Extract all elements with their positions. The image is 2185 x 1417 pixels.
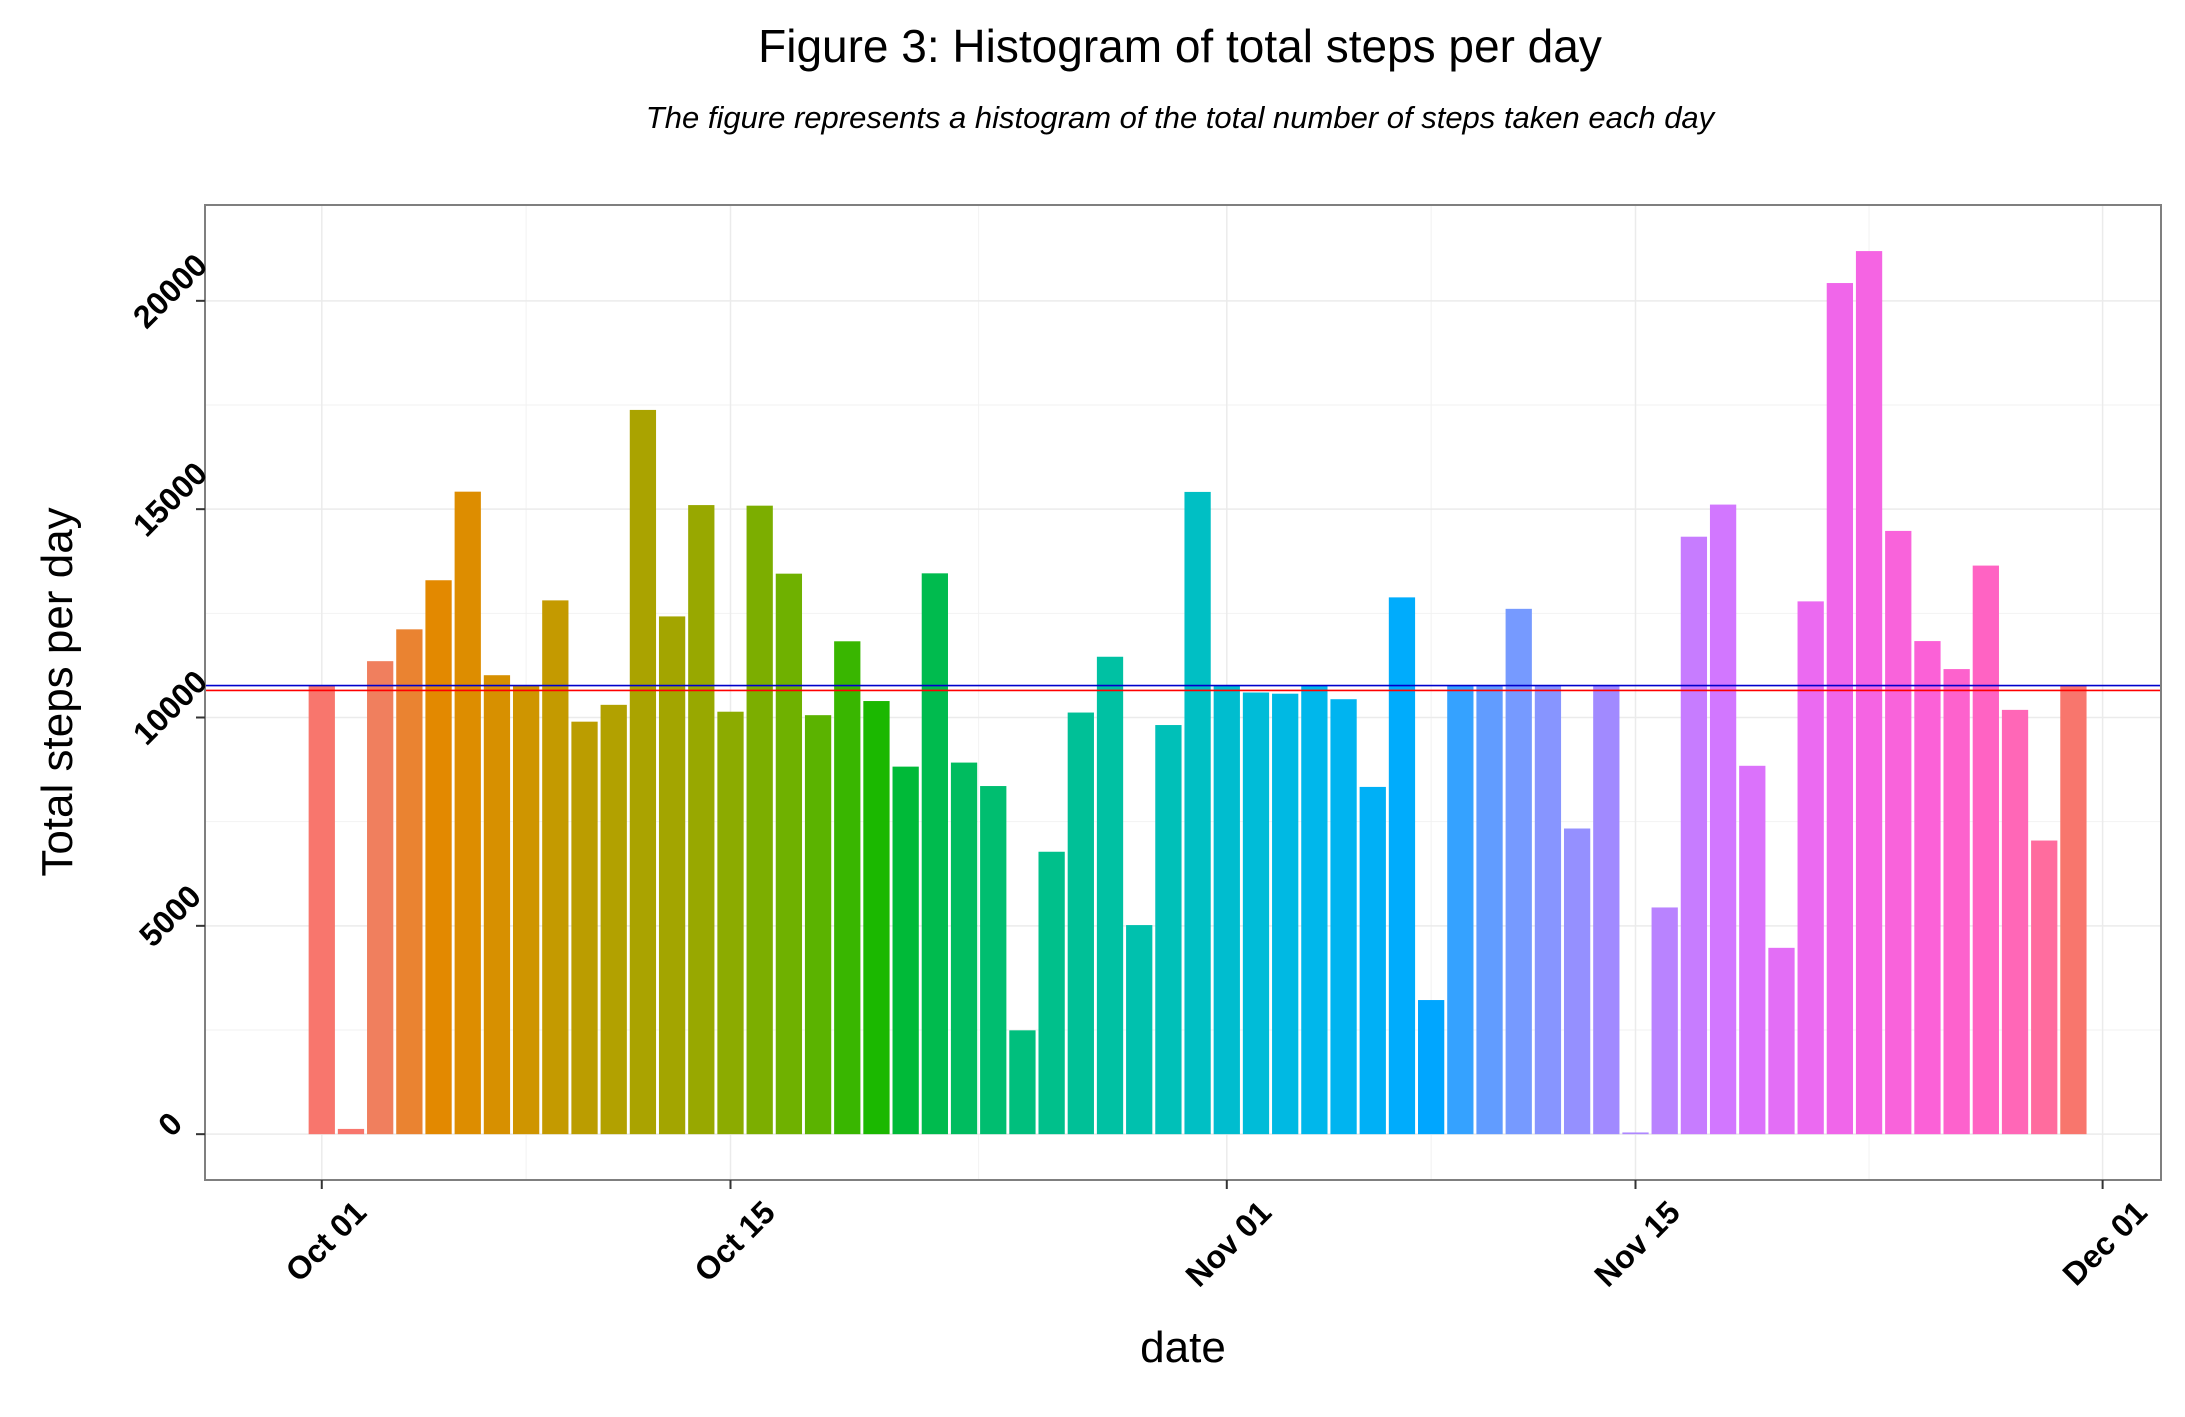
bar <box>1651 907 1678 1135</box>
bar <box>2031 840 2058 1135</box>
bar <box>1709 504 1737 1135</box>
bar <box>1972 565 1999 1135</box>
bar <box>512 685 540 1135</box>
bar <box>1418 1000 1445 1135</box>
bar <box>1009 1030 1036 1135</box>
x-axis: Oct 01 Oct 15 Nov 01 Nov 15 Dec 01 <box>279 1180 2154 1294</box>
y-tick-label: 10000 <box>126 663 214 751</box>
x-axis-title: date <box>1140 1323 1226 1372</box>
bar <box>396 629 423 1135</box>
bar <box>425 580 452 1135</box>
bar <box>629 409 657 1135</box>
bar <box>1301 685 1328 1135</box>
x-tick-label: Oct 01 <box>279 1194 374 1289</box>
bar <box>775 573 803 1135</box>
bar <box>1593 685 1620 1135</box>
bar <box>1680 536 1708 1135</box>
x-tick-label: Dec 01 <box>2056 1194 2154 1292</box>
bar <box>1242 692 1270 1135</box>
y-tick-label: 0 <box>151 1105 189 1143</box>
bar <box>337 1128 365 1135</box>
bar <box>571 721 598 1135</box>
bar <box>542 600 569 1135</box>
bar <box>1885 530 1912 1135</box>
bar <box>1388 597 1416 1135</box>
plot-border <box>204 204 2162 1181</box>
bar <box>1826 283 1854 1135</box>
bar <box>308 685 335 1135</box>
bar <box>2060 685 2087 1135</box>
bar <box>804 715 832 1135</box>
bar <box>1476 685 1503 1135</box>
x-tick-label: Oct 15 <box>687 1194 782 1289</box>
bar <box>483 675 511 1135</box>
y-axis-title: Total steps per day <box>33 507 82 876</box>
bar <box>921 573 948 1135</box>
bar <box>1067 712 1094 1135</box>
chart-subtitle: The figure represents a histogram of the… <box>646 100 1717 135</box>
bar <box>1563 828 1591 1135</box>
bar <box>1038 851 1065 1135</box>
y-tick-label: 20000 <box>126 247 214 335</box>
bar <box>1213 685 1240 1135</box>
y-axis: 0 5000 10000 15000 20000 <box>126 247 214 1144</box>
bar <box>688 505 715 1135</box>
bar <box>1359 786 1386 1135</box>
bar <box>454 491 481 1135</box>
bar <box>746 505 773 1135</box>
bar <box>1914 641 1941 1135</box>
bar <box>1797 601 1824 1135</box>
bar <box>2001 709 2029 1135</box>
bar <box>658 616 686 1135</box>
y-tick-label: 5000 <box>132 878 208 954</box>
bar <box>367 661 394 1135</box>
bar <box>1126 925 1153 1135</box>
bar <box>1155 725 1182 1135</box>
y-tick-label: 15000 <box>126 455 214 543</box>
bar <box>863 701 890 1135</box>
bar <box>1505 608 1532 1135</box>
bar <box>892 766 919 1135</box>
bar <box>1768 947 1795 1135</box>
bar <box>834 641 861 1135</box>
bar <box>600 704 627 1135</box>
bar <box>950 762 978 1135</box>
bar <box>1272 693 1299 1135</box>
bar <box>1622 1132 1649 1135</box>
x-tick-label: Nov 15 <box>1587 1194 1687 1294</box>
bar <box>1330 699 1357 1135</box>
chart-title: Figure 3: Histogram of total steps per d… <box>758 20 1602 72</box>
bars-group <box>308 251 2087 1135</box>
bar <box>1855 251 1883 1135</box>
bar <box>1534 685 1562 1135</box>
bar <box>1447 685 1474 1135</box>
bar <box>1943 669 1970 1135</box>
bar <box>1739 765 1766 1135</box>
x-tick-label: Nov 01 <box>1178 1194 1278 1294</box>
bar <box>980 786 1007 1135</box>
bar <box>1096 656 1124 1135</box>
reference-lines <box>205 684 2161 692</box>
bar <box>717 711 744 1135</box>
bar <box>1184 491 1211 1135</box>
